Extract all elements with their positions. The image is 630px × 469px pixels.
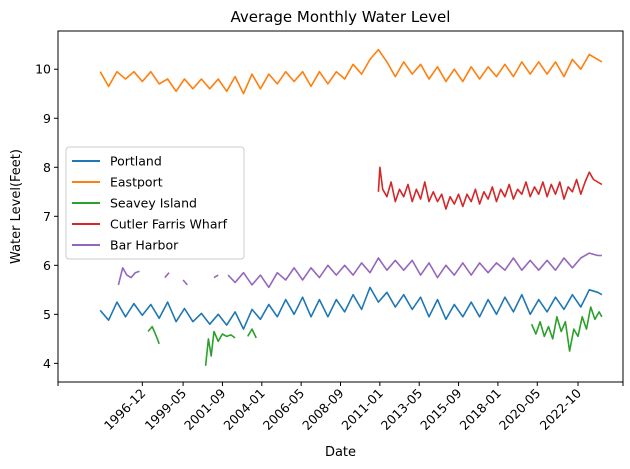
x-tick-label: 2008-09 xyxy=(299,385,347,433)
series-line-bar-harbor xyxy=(117,252,602,289)
x-tick-label: 2001-09 xyxy=(181,385,229,433)
y-tick-label: 6 xyxy=(43,258,51,273)
y-tick-label: 4 xyxy=(43,356,51,371)
series-line-portland xyxy=(99,286,603,330)
chart-title: Average Monthly Water Level xyxy=(231,8,451,26)
series-layer xyxy=(99,48,603,366)
legend-label: Cutler Farris Wharf xyxy=(110,217,228,232)
series-line-cutler-farris-wharf xyxy=(377,166,603,210)
x-tick-label: 2018-01 xyxy=(456,386,504,434)
x-axis-label: Date xyxy=(325,445,356,460)
x-tick-label: 2004-01 xyxy=(220,386,268,434)
x-tick-label: 2015-09 xyxy=(417,385,465,433)
x-axis: 1996-121999-052001-092004-012006-052008-… xyxy=(57,382,624,434)
legend: Portland Eastport Seavey Island Cutler Farr… xyxy=(65,146,245,260)
y-tick-label: 10 xyxy=(35,62,51,77)
legend-label: Seavey Island xyxy=(110,196,197,211)
legend-label: Bar Harbor xyxy=(110,238,179,253)
legend-label: Portland xyxy=(110,154,162,169)
y-tick-label: 7 xyxy=(43,209,51,224)
y-tick-label: 9 xyxy=(43,111,51,126)
y-tick-label: 5 xyxy=(43,307,51,322)
legend-label: Eastport xyxy=(110,175,163,190)
x-tick-label: 1999-05 xyxy=(142,386,190,434)
x-tick-label: 2020-05 xyxy=(496,386,544,434)
x-tick-label: 2011-01 xyxy=(338,386,386,434)
x-tick-label: 2006-05 xyxy=(260,386,308,434)
legend-frame xyxy=(65,146,245,260)
series-line-seavey-island xyxy=(147,306,603,366)
y-axis: 4 5 6 7 8 9 10 xyxy=(35,62,58,371)
x-tick-label: 2022-10 xyxy=(537,385,585,433)
x-tick-label: 2013-05 xyxy=(378,386,426,434)
y-axis-label: Water Level(Feet) xyxy=(9,149,24,264)
y-tick-label: 8 xyxy=(43,160,51,175)
x-tick-label: 1996-12 xyxy=(101,386,149,434)
series-line-eastport xyxy=(99,48,603,95)
